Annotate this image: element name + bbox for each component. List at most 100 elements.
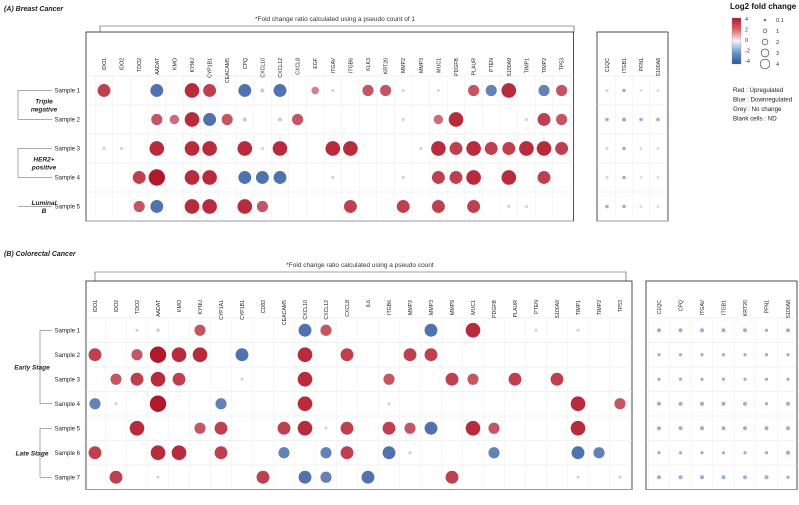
- bubble: [135, 328, 139, 332]
- bubble: [297, 420, 313, 436]
- note-bracket: [99, 25, 575, 32]
- bubble: [194, 324, 206, 336]
- bubble-side: [700, 451, 704, 455]
- bubble-side: [622, 88, 626, 93]
- bubble: [343, 141, 358, 156]
- gene-label-side: PFN1: [639, 58, 645, 71]
- bubble: [110, 373, 122, 385]
- size-key: 0.1 1 2 3 4: [759, 18, 784, 70]
- bubble-side: [743, 451, 747, 455]
- bubble: [169, 114, 180, 125]
- bubble: [215, 398, 227, 410]
- bubble-side: [622, 204, 626, 209]
- bubble: [192, 347, 208, 363]
- bubble: [273, 171, 287, 184]
- colorectal-cancer-panel: IDO1 IDO2 TDO2 AADAT KMO KYNU CYP1A1 CYP1B1 CD82…: [14, 271, 799, 490]
- gene-label: CEACAM5: [225, 58, 231, 83]
- sample-label: Sample 5: [55, 205, 81, 211]
- bubble: [202, 170, 217, 185]
- gene-label-side: PFN1: [765, 300, 771, 313]
- bubble: [221, 113, 233, 126]
- panel-a-note: *Fold change ratio calculated using a ps…: [255, 16, 415, 23]
- bubble: [298, 323, 312, 337]
- gene-label: MMP9: [450, 300, 456, 315]
- color-tick-label: 0: [745, 38, 748, 44]
- sample-label: Sample 3: [55, 147, 81, 153]
- bubble: [431, 200, 445, 213]
- main-gene-box: [85, 280, 633, 490]
- bubble: [320, 447, 332, 459]
- bubble-side: [656, 147, 660, 150]
- bubble: [524, 204, 529, 209]
- bubble-side: [721, 451, 726, 455]
- sample-label: Sample 4: [55, 176, 81, 182]
- bubble: [130, 372, 144, 386]
- bubble: [618, 475, 622, 479]
- sample-label: Sample 2: [55, 353, 81, 359]
- bubble: [382, 421, 396, 435]
- group-label: Luminal: [32, 200, 57, 207]
- bubble: [433, 114, 444, 125]
- bubble: [331, 175, 335, 180]
- gene-label: ITGB6: [348, 58, 354, 73]
- bubble-side: [678, 451, 683, 455]
- bubble: [576, 475, 580, 479]
- bubble: [203, 113, 217, 126]
- bubble-side: [743, 377, 747, 381]
- bubble: [156, 328, 160, 333]
- bubble: [237, 199, 253, 214]
- bubble: [424, 348, 438, 362]
- bubble: [449, 171, 463, 184]
- bubble-side: [678, 401, 683, 406]
- bubble: [401, 88, 405, 93]
- gene-label: MUC1: [436, 58, 442, 73]
- sample-label: Sample 2: [55, 118, 81, 124]
- bubble: [419, 146, 423, 151]
- gene-label: TP53: [618, 300, 624, 313]
- bubble-side: [657, 451, 661, 455]
- bubble: [403, 348, 417, 362]
- gene-label: S100A9: [507, 58, 513, 77]
- bubble-side: [700, 353, 704, 357]
- gene-label-side: ITGB1: [722, 300, 728, 315]
- bubble: [325, 141, 341, 156]
- gene-label: TDO2: [137, 58, 143, 72]
- bubble-side: [764, 377, 769, 381]
- bubble-side: [721, 377, 726, 381]
- bubble: [242, 117, 247, 122]
- group-bracket: [39, 428, 52, 478]
- bubble-side: [639, 89, 643, 92]
- gene-label: TIMP1: [576, 300, 582, 315]
- bubble: [556, 84, 568, 97]
- bubble: [571, 446, 585, 460]
- gene-label: MUC1: [471, 300, 477, 315]
- bubble: [576, 328, 580, 332]
- bubble-side: [605, 175, 609, 180]
- size-key-label: 3: [776, 51, 779, 57]
- color-tick-label: 4: [745, 17, 748, 23]
- bubble: [184, 199, 200, 214]
- panel-b-title: (B) Colorectal Cancer: [4, 251, 77, 258]
- gene-label: IL6: [366, 300, 372, 307]
- bubble-side: [639, 147, 643, 150]
- bubble: [556, 113, 568, 126]
- bubble: [240, 377, 244, 381]
- bubble-side: [743, 328, 747, 333]
- gene-label: CYP1B1: [208, 58, 214, 78]
- bubble: [235, 348, 249, 362]
- bubble: [298, 470, 312, 484]
- gene-label: EGF: [313, 58, 319, 69]
- bubble: [292, 113, 304, 126]
- bubble: [109, 470, 123, 484]
- bubble-side: [764, 353, 769, 357]
- bubble-side: [743, 475, 747, 480]
- gene-label-side: S100A8: [786, 300, 792, 319]
- bubble-side: [786, 475, 790, 479]
- bubble: [256, 470, 270, 484]
- bubble: [507, 204, 511, 209]
- size-key-label: 4: [776, 62, 779, 68]
- key-line: Grey : No change: [733, 106, 782, 113]
- bubble: [396, 200, 410, 213]
- legend: Log2 fold change 4 2 0 -2 -4 0.1 1 2 3 4 Red : U…: [730, 2, 797, 123]
- gene-label: CEACAM5: [282, 300, 288, 325]
